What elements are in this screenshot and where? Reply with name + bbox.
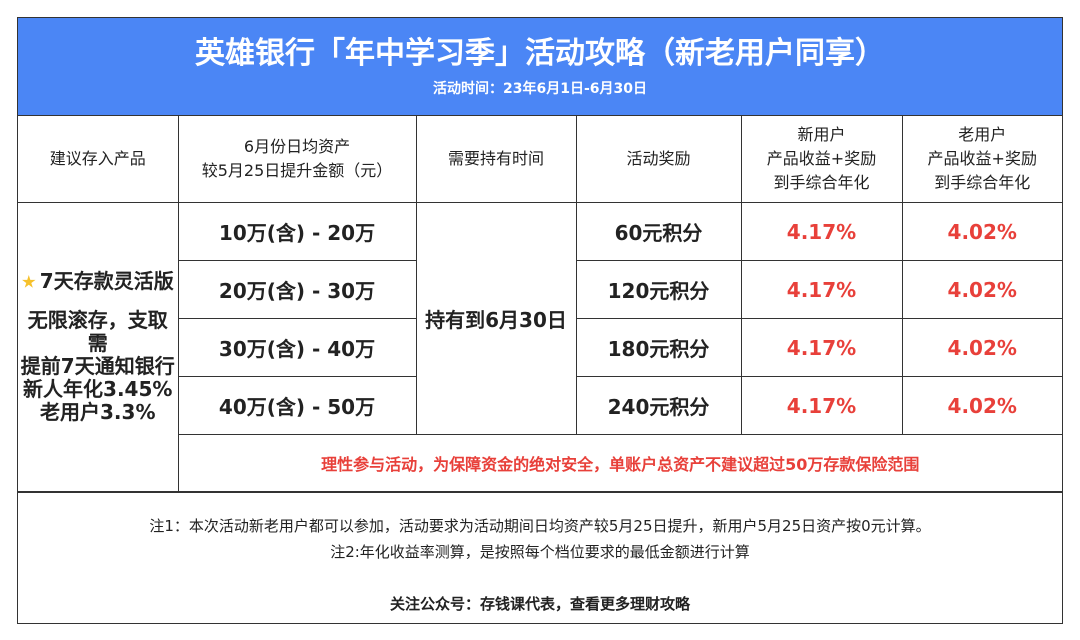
product-text: 无限滚存，支取需 <box>27 308 168 355</box>
poster: 英雄银行「年中学习季」活动攻略（新老用户同享） 活动时间：23年6月1日-6月3… <box>17 17 1063 624</box>
column-header: 老用户产品收益+奖励 到手综合年化 <box>901 116 1062 203</box>
data-row: 30万(含) - 40万 180元积分 4.17% 4.02% <box>18 318 1062 377</box>
product-line: 新人年化3.45% <box>18 378 178 401</box>
product-line: 7天存款灵活版 <box>18 270 178 293</box>
column-header: 6月份日均资产较5月25日提升金额（元） <box>177 116 417 203</box>
product-text: 提前7天通知银行 <box>20 354 175 378</box>
product-line: 提前7天通知银行 <box>18 355 178 378</box>
product-text: 7天存款灵活版 <box>39 269 174 293</box>
product-text: 老用户3.3% <box>40 400 156 424</box>
hold-time: 持有到6月30日 <box>415 202 577 435</box>
column-header: 新用户产品收益+奖励 到手综合年化 <box>740 116 903 203</box>
warning-row: 理性参与活动，为保障资金的绝对安全，单账户总资产不建议超过50万存款保险范围 <box>18 434 1062 492</box>
old-user-rate: 4.02% <box>901 376 1062 435</box>
header: 英雄银行「年中学习季」活动攻略（新老用户同享） 活动时间：23年6月1日-6月3… <box>18 18 1062 116</box>
header-line: 6月份日均资产 <box>243 137 351 156</box>
subtitle: 活动时间：23年6月1日-6月30日 <box>433 81 647 97</box>
header-line: 到手综合年化 <box>773 173 870 192</box>
star-icon <box>22 275 36 288</box>
notes: 注1：本次活动新老用户都可以参加，活动要求为活动期间日均资产较5月25日提升，新… <box>18 492 1062 623</box>
table-body: 建议存入产品 6月份日均资产较5月25日提升金额（元） 需要持有时间 活动奖励 新用户产… <box>18 116 1062 492</box>
new-user-rate: 4.17% <box>740 318 903 377</box>
tier: 20万(含) - 30万 <box>178 260 417 319</box>
data-row: 40万(含) - 50万 240元积分 4.17% 4.02% <box>18 376 1062 435</box>
header-line: 新用户 <box>797 125 846 144</box>
old-user-rate: 4.02% <box>901 318 1062 377</box>
column-header: 建议存入产品 <box>18 116 179 203</box>
column-header: 需要持有时间 <box>415 116 577 203</box>
header-line: 较5月25日提升金额（元） <box>201 161 393 180</box>
header-line: 活动奖励 <box>626 149 691 168</box>
title: 英雄银行「年中学习季」活动攻略（新老用户同享） <box>195 36 885 71</box>
reward: 180元积分 <box>575 318 742 377</box>
reward: 60元积分 <box>575 202 742 261</box>
product-text: 新人年化3.45% <box>23 377 173 401</box>
old-user-rate: 4.02% <box>901 260 1062 319</box>
header-row: 建议存入产品 6月份日均资产较5月25日提升金额（元） 需要持有时间 活动奖励 新用户产… <box>18 116 1062 203</box>
reward: 120元积分 <box>575 260 742 319</box>
table: 建议存入产品 6月份日均资产较5月25日提升金额（元） 需要持有时间 活动奖励 新用户产… <box>18 116 1062 492</box>
new-user-rate: 4.17% <box>740 260 903 319</box>
new-user-rate: 4.17% <box>740 202 903 261</box>
column-header: 活动奖励 <box>575 116 742 203</box>
header-line: 产品收益+奖励 <box>766 149 877 168</box>
header-line: 建议存入产品 <box>49 149 146 168</box>
product-line: 老用户3.3% <box>18 401 178 424</box>
header-line: 需要持有时间 <box>447 149 544 168</box>
tier: 10万(含) - 20万 <box>177 202 417 261</box>
tier: 30万(含) - 40万 <box>178 318 417 377</box>
note: 注1：本次活动新老用户都可以参加，活动要求为活动期间日均资产较5月25日提升，新… <box>149 517 931 535</box>
data-row: 20万(含) - 30万 120元积分 4.17% 4.02% <box>18 260 1062 319</box>
header-line: 老用户 <box>958 125 1007 144</box>
header-line: 到手综合年化 <box>934 173 1031 192</box>
note: 关注公众号：存钱课代表，查看更多理财攻略 <box>389 595 690 613</box>
reward: 240元积分 <box>575 376 742 435</box>
product-cell: 7天存款灵活版无限滚存，支取需 提前7天通知银行 新人年化3.45% 老用户3.3% <box>18 202 179 492</box>
header-line: 产品收益+奖励 <box>927 149 1037 168</box>
tier: 40万(含) - 50万 <box>178 376 417 435</box>
product-line: 无限滚存，支取需 <box>18 309 178 355</box>
old-user-rate: 4.02% <box>901 202 1062 261</box>
note: 注2:年化收益率测算，是按照每个档位要求的最低金额进行计算 <box>330 543 750 561</box>
data-row: 7天存款灵活版 无限滚存，支取需 提前7天通知银行 新人年化3.45% 老用户3.3% 1… <box>18 202 1062 492</box>
new-user-rate: 4.17% <box>740 376 903 435</box>
warning: 理性参与活动，为保障资金的绝对安全，单账户总资产不建议超过50万存款保险范围 <box>178 434 1062 492</box>
